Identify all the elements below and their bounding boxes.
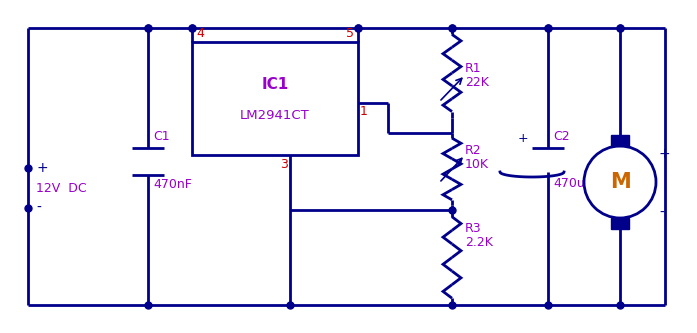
Text: 4: 4 xyxy=(196,27,204,40)
Text: 470nF: 470nF xyxy=(153,178,192,191)
Text: IC1: IC1 xyxy=(261,78,289,93)
Text: 5: 5 xyxy=(346,27,354,40)
Bar xyxy=(611,218,629,229)
Text: M: M xyxy=(610,172,630,192)
Text: LM2941CT: LM2941CT xyxy=(240,109,310,122)
Circle shape xyxy=(584,146,656,218)
Text: 3: 3 xyxy=(280,158,288,171)
Text: +: + xyxy=(659,147,671,161)
Text: +: + xyxy=(517,132,528,145)
Text: 470uF: 470uF xyxy=(553,177,592,190)
Text: 12V  DC: 12V DC xyxy=(36,181,86,194)
Text: 22K: 22K xyxy=(465,76,489,89)
Text: 10K: 10K xyxy=(465,159,489,171)
Text: C1: C1 xyxy=(153,130,169,143)
Bar xyxy=(611,135,629,146)
Text: +: + xyxy=(36,161,47,175)
Text: 2.2K: 2.2K xyxy=(465,235,493,248)
Text: R2: R2 xyxy=(465,145,482,158)
Text: 1: 1 xyxy=(360,105,368,118)
Text: R1: R1 xyxy=(465,62,482,75)
Text: C2: C2 xyxy=(553,130,569,143)
Text: R3: R3 xyxy=(465,221,482,234)
Text: -: - xyxy=(659,206,664,220)
Text: -: - xyxy=(36,201,41,215)
Bar xyxy=(192,42,358,155)
